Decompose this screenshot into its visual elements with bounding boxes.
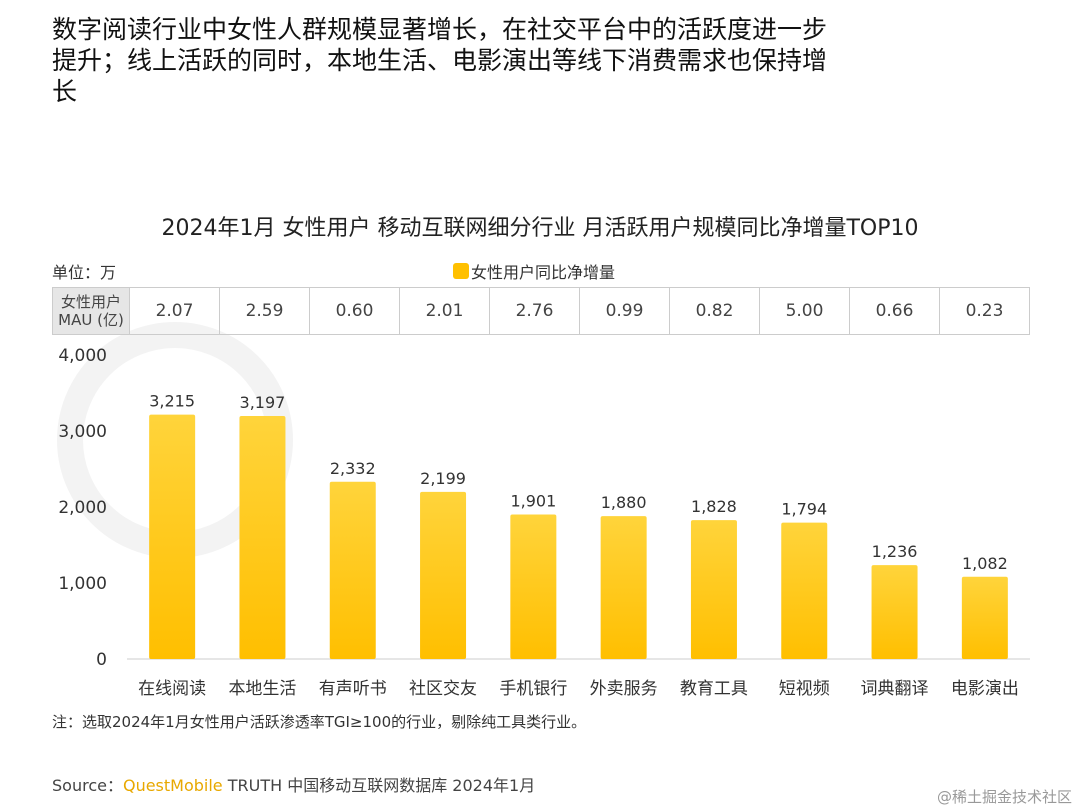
mau-cell: 0.99 [579, 287, 670, 335]
mau-cell: 2.07 [129, 287, 220, 335]
headline: 数字阅读行业中女性人群规模显著增长，在社交平台中的活跃度进一步提升；线上活跃的同… [52, 15, 828, 106]
source-text: TRUTH 中国移动互联网数据库 2024年1月 [222, 776, 536, 795]
mau-cell: 0.60 [309, 287, 400, 335]
y-tick-label: 4,000 [58, 346, 107, 366]
bar [690, 520, 737, 659]
bar [239, 416, 286, 659]
mau-cell: 0.82 [669, 287, 760, 335]
y-tick-label: 3,000 [58, 422, 107, 442]
x-tick-label: 外卖服务 [590, 679, 658, 699]
mau-cell: 0.23 [939, 287, 1030, 335]
mau-table: 女性用户 MAU (亿) 2.07 2.59 0.60 2.01 2.76 0.99 0.82… [52, 287, 1030, 335]
x-tick-label: 手机银行 [499, 679, 567, 699]
bar [600, 516, 647, 659]
mau-cell: 5.00 [759, 287, 850, 335]
bar [329, 481, 376, 659]
bar [781, 522, 828, 659]
data-label: 1,236 [872, 542, 918, 561]
data-label: 1,880 [601, 493, 647, 512]
source-brand: QuestMobile [122, 776, 223, 795]
data-label: 1,901 [510, 492, 556, 511]
chart-title: 2024年1月 女性用户 移动互联网细分行业 月活跃用户规模同比净增量TOP10 [161, 216, 919, 241]
legend: 女性用户同比净增量 [453, 259, 615, 283]
data-label: 2,332 [330, 459, 376, 478]
x-tick-label: 社区交友 [409, 679, 477, 699]
source-prefix: Source： [52, 776, 123, 795]
bar [871, 565, 918, 659]
data-label: 2,199 [420, 469, 466, 488]
mau-row: 女性用户 MAU (亿) 2.07 2.59 0.60 2.01 2.76 0.99 0.82… [52, 287, 1030, 335]
data-label: 1,082 [962, 554, 1008, 573]
credit-watermark: @稀土掘金技术社区 [936, 788, 1072, 806]
x-tick-label: 有声听书 [319, 679, 387, 699]
x-tick-label: 教育工具 [680, 679, 748, 699]
y-tick-label: 0 [96, 650, 107, 670]
mau-cell: 2.59 [219, 287, 310, 335]
data-label: 3,197 [240, 393, 286, 412]
y-tick-label: 2,000 [58, 498, 107, 518]
x-tick-label: 电影演出 [951, 679, 1019, 699]
mau-header-line: 女性用户 [60, 293, 121, 311]
bar [149, 414, 196, 659]
footnote: 注：选取2024年1月女性用户活跃渗透率TGI≥100的行业，剔除纯工具类行业。 [52, 713, 587, 731]
data-label: 3,215 [149, 392, 195, 411]
bar [420, 491, 467, 659]
legend-label: 女性用户同比净增量 [471, 263, 616, 282]
x-tick-label: 词典翻译 [861, 679, 929, 699]
mau-header-line: MAU (亿) [58, 311, 124, 329]
mau-header: 女性用户 MAU (亿) [52, 287, 130, 335]
data-label: 1,794 [781, 500, 827, 519]
source: Source：QuestMobile TRUTH 中国移动互联网数据库 2024… [52, 772, 535, 796]
legend-swatch [453, 263, 469, 279]
mau-cell: 0.66 [849, 287, 940, 335]
x-tick-label: 本地生活 [228, 679, 296, 699]
bar [510, 514, 557, 659]
unit-label: 单位：万 [52, 263, 117, 282]
mau-cell: 2.76 [489, 287, 580, 335]
bar [961, 576, 1008, 659]
x-tick-label: 在线阅读 [138, 679, 206, 699]
y-tick-label: 1,000 [58, 574, 107, 594]
data-label: 1,828 [691, 497, 737, 516]
x-tick-label: 短视频 [779, 679, 830, 699]
